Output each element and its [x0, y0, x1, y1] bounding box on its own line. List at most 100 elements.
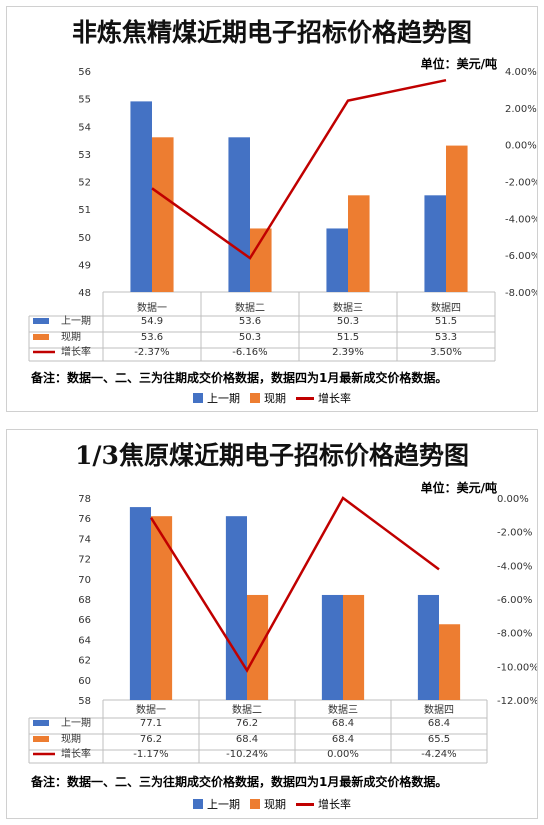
- y2-tick-label: 0.00%: [505, 141, 537, 152]
- y-tick-label: 70: [78, 575, 91, 586]
- table-cell: 51.5: [337, 332, 359, 343]
- y-tick-label: 51: [78, 205, 91, 216]
- legend-curr: 现期: [250, 796, 286, 812]
- y2-tick-label: -8.00%: [505, 288, 537, 299]
- table-cell: -2.37%: [134, 347, 169, 358]
- y-tick-label: 58: [78, 696, 91, 707]
- x-tick-label: 数据一: [136, 703, 166, 716]
- y-tick-label: 68: [78, 595, 91, 606]
- table-cell: 77.1: [140, 718, 162, 729]
- table-row-label: 现期: [61, 331, 81, 343]
- y-tick-label: 54: [78, 122, 91, 133]
- y2-tick-label: 2.00%: [505, 104, 537, 115]
- table-cell: -6.16%: [232, 347, 267, 358]
- y-tick-label: 52: [78, 178, 91, 189]
- chart-panel-1: 非炼焦精煤近期电子招标价格趋势图 单位：美元/吨 48 49 50 51 52 53 54 5…: [6, 6, 538, 412]
- bar-curr: [439, 624, 461, 700]
- y2-tick-label: -2.00%: [505, 178, 537, 189]
- chart-title: 1/3焦原煤近期电子招标价格趋势图: [75, 441, 469, 470]
- y-tick-label: 78: [78, 494, 91, 505]
- bar-prev: [321, 594, 343, 700]
- y2-tick-label: -12.00%: [497, 696, 537, 707]
- table-row-key: [33, 334, 49, 340]
- x-tick-label: 数据三: [328, 703, 358, 716]
- y-tick-label: 53: [78, 150, 91, 161]
- table-cell: 53.3: [435, 332, 457, 343]
- bar-prev: [228, 137, 250, 292]
- table-cell: 76.2: [236, 718, 258, 729]
- y2-tick-label: -6.00%: [505, 251, 537, 262]
- table-cell: -4.24%: [421, 749, 456, 760]
- y2-tick-label: -4.00%: [505, 214, 537, 225]
- table-cell: 68.4: [428, 718, 450, 729]
- table-cell: 53.6: [239, 316, 261, 327]
- table-row-label: 增长率: [61, 345, 91, 358]
- y-tick-label: 48: [78, 288, 91, 299]
- bar-prev: [424, 195, 446, 292]
- bar-curr: [446, 145, 468, 292]
- y-tick-label: 74: [78, 534, 91, 545]
- table-row-key: [33, 736, 49, 742]
- table-cell: 53.6: [141, 332, 163, 343]
- chart-svg: 58 60 62 64 66 68 70 72 74 76 78 -12.00% -10.00% -8.0…: [28, 494, 537, 764]
- table-cell: 65.5: [428, 734, 450, 745]
- legend-prev-label: 上一期: [207, 392, 240, 405]
- unit-label: 单位：美元/吨: [420, 481, 497, 495]
- bar-curr: [151, 516, 173, 700]
- table-row-label: 现期: [61, 733, 81, 745]
- legend-prev: 上一期: [193, 796, 240, 812]
- table-cell: 54.9: [141, 316, 163, 327]
- growth-line: [151, 78, 447, 260]
- growth-swatch: [296, 802, 314, 806]
- y2-tick-label: -2.00%: [497, 528, 532, 539]
- y2-tick-label: 4.00%: [505, 67, 537, 78]
- table-row-label: 上一期: [61, 315, 91, 327]
- x-tick-label: 数据三: [333, 301, 363, 314]
- legend-growth-label: 增长率: [318, 392, 351, 405]
- x-tick-label: 数据二: [232, 703, 262, 716]
- table-cell: 0.00%: [327, 749, 359, 760]
- prev-swatch: [193, 393, 203, 403]
- bar-curr: [348, 195, 370, 292]
- table-row-label: 增长率: [61, 747, 91, 760]
- bar-curr: [250, 228, 272, 292]
- table-row-label: 上一期: [61, 717, 91, 729]
- legend-prev: 上一期: [193, 390, 240, 406]
- y2-tick-label: -8.00%: [497, 629, 532, 640]
- x-tick-label: 数据一: [137, 301, 167, 314]
- x-tick-label: 数据四: [424, 703, 454, 716]
- table-cell: 2.39%: [332, 347, 364, 358]
- table-cell: 3.50%: [430, 347, 462, 358]
- chart-svg: 48 49 50 51 52 53 54 55 56 -8.00% -6.00% -4.00% -2.0…: [28, 67, 537, 362]
- table-cell: 51.5: [435, 316, 457, 327]
- table-cell: 50.3: [337, 316, 359, 327]
- table-cell: -1.17%: [133, 749, 168, 760]
- chart-note: 备注：数据一、二、三为往期成交价格数据，数据四为1月最新成交价格数据。: [31, 775, 448, 789]
- y-tick-label: 62: [78, 656, 91, 667]
- legend-curr-label: 现期: [264, 392, 286, 405]
- table-cell: -10.24%: [226, 749, 268, 760]
- y-tick-label: 55: [78, 95, 91, 106]
- table-cell: 50.3: [239, 332, 261, 343]
- chart-title: 非炼焦精煤近期电子招标价格趋势图: [71, 18, 472, 47]
- y-tick-label: 72: [78, 555, 91, 566]
- legend-curr-label: 现期: [264, 798, 286, 811]
- y2-tick-label: -4.00%: [497, 561, 532, 572]
- unit-label: 单位：美元/吨: [420, 57, 497, 71]
- growth-swatch: [296, 396, 314, 400]
- legend-prev-label: 上一期: [207, 798, 240, 811]
- y-tick-label: 49: [78, 260, 91, 271]
- legend-growth-label: 增长率: [318, 798, 351, 811]
- bar-curr: [343, 594, 365, 700]
- y2-tick-label: -10.00%: [497, 662, 537, 673]
- curr-swatch: [250, 393, 260, 403]
- legend-growth: 增长率: [296, 390, 351, 406]
- y2-tick-label: 0.00%: [497, 494, 529, 505]
- y2-tick-label: -6.00%: [497, 595, 532, 606]
- x-tick-label: 数据四: [431, 301, 461, 314]
- bar-curr: [247, 594, 269, 700]
- table-cell: 68.4: [332, 718, 354, 729]
- legend-curr: 现期: [250, 390, 286, 406]
- bar-prev: [326, 228, 348, 292]
- table-cell: 76.2: [140, 734, 162, 745]
